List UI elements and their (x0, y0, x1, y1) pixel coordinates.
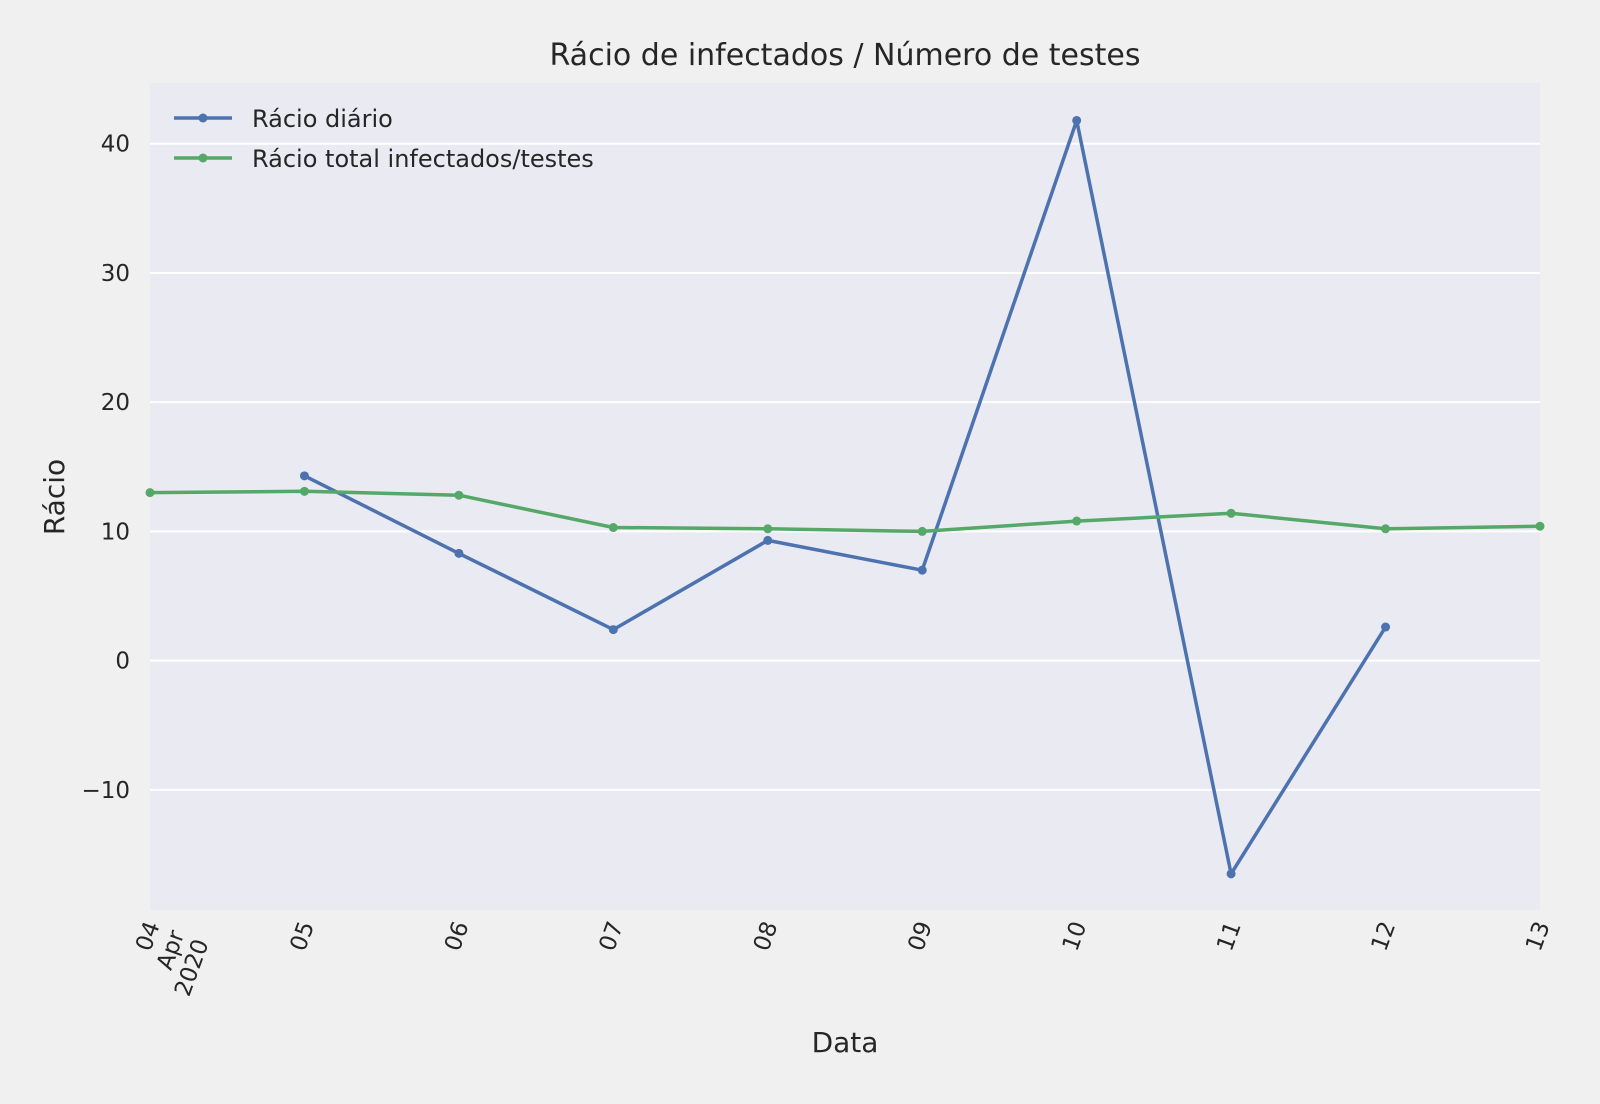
data-point-racio-total (145, 488, 155, 498)
data-point-racio-total (1072, 516, 1082, 526)
data-point-racio-diario (763, 535, 773, 545)
data-point-racio-diario (1226, 869, 1236, 879)
data-point-racio-diario (454, 548, 464, 558)
legend-marker-racio-diario (198, 113, 208, 123)
data-point-racio-diario (608, 625, 618, 635)
chart-title: Rácio de infectados / Número de testes (550, 38, 1141, 73)
data-point-racio-diario (299, 471, 309, 481)
data-point-racio-total (608, 523, 618, 533)
data-point-racio-total (454, 490, 464, 500)
legend-entry-racio-diario: Rácio diário (174, 105, 393, 133)
data-point-racio-diario (917, 565, 927, 575)
data-point-racio-total (299, 486, 309, 496)
y-tick-label: 20 (101, 390, 130, 416)
series-line-racio-total (148, 489, 1542, 534)
legend-marker-racio-total (198, 153, 208, 163)
data-point-racio-total (763, 524, 773, 534)
legend: Rácio diário Rácio total infectados/test… (174, 105, 594, 173)
legend-label-racio-total: Rácio total infectados/testes (252, 145, 594, 173)
data-point-racio-total (1535, 521, 1545, 531)
y-tick-label: 10 (101, 519, 130, 545)
y-axis-ticks: −10 0 10 20 30 40 (81, 132, 130, 804)
data-point-racio-total (917, 526, 927, 536)
data-point-racio-diario (1072, 115, 1082, 125)
data-point-racio-total (1226, 508, 1236, 518)
data-point-racio-total (1381, 524, 1391, 534)
series-line-racio-diario (302, 118, 1388, 876)
series-group (145, 115, 1545, 879)
y-tick-label: 0 (115, 649, 130, 675)
legend-entry-racio-total: Rácio total infectados/testes (174, 145, 594, 173)
y-tick-label: −10 (81, 778, 130, 804)
y-tick-label: 30 (101, 261, 130, 287)
plot-area (150, 83, 1540, 910)
y-tick-label: 40 (101, 132, 130, 158)
data-point-racio-diario (1381, 622, 1391, 632)
y-axis-label: Rácio (38, 459, 71, 535)
legend-label-racio-diario: Rácio diário (252, 105, 393, 133)
x-axis-label: Data (812, 1026, 879, 1059)
